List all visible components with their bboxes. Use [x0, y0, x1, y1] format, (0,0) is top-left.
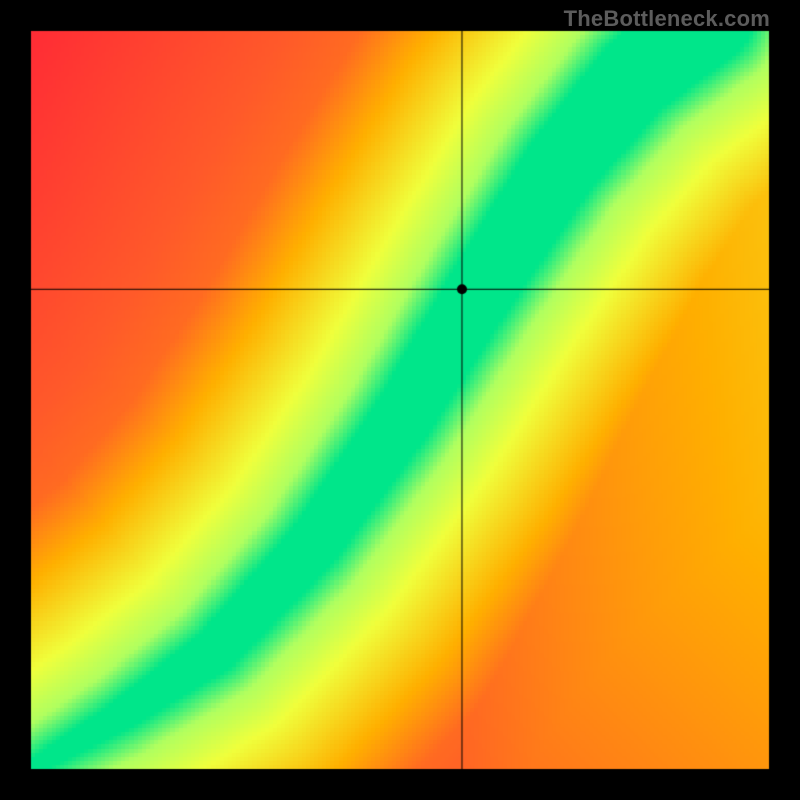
heatmap-canvas — [0, 0, 800, 800]
bottleneck-heatmap-container: TheBottleneck.com — [0, 0, 800, 800]
watermark-text: TheBottleneck.com — [564, 6, 770, 32]
